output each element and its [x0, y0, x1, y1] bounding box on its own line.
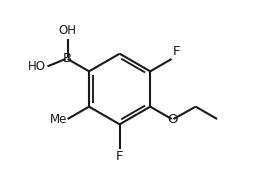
Text: F: F	[116, 150, 123, 163]
Text: F: F	[172, 45, 180, 58]
Text: OH: OH	[59, 24, 77, 37]
Text: O: O	[167, 112, 177, 125]
Text: HO: HO	[28, 60, 46, 73]
Text: Me: Me	[49, 112, 67, 125]
Text: B: B	[63, 53, 72, 66]
